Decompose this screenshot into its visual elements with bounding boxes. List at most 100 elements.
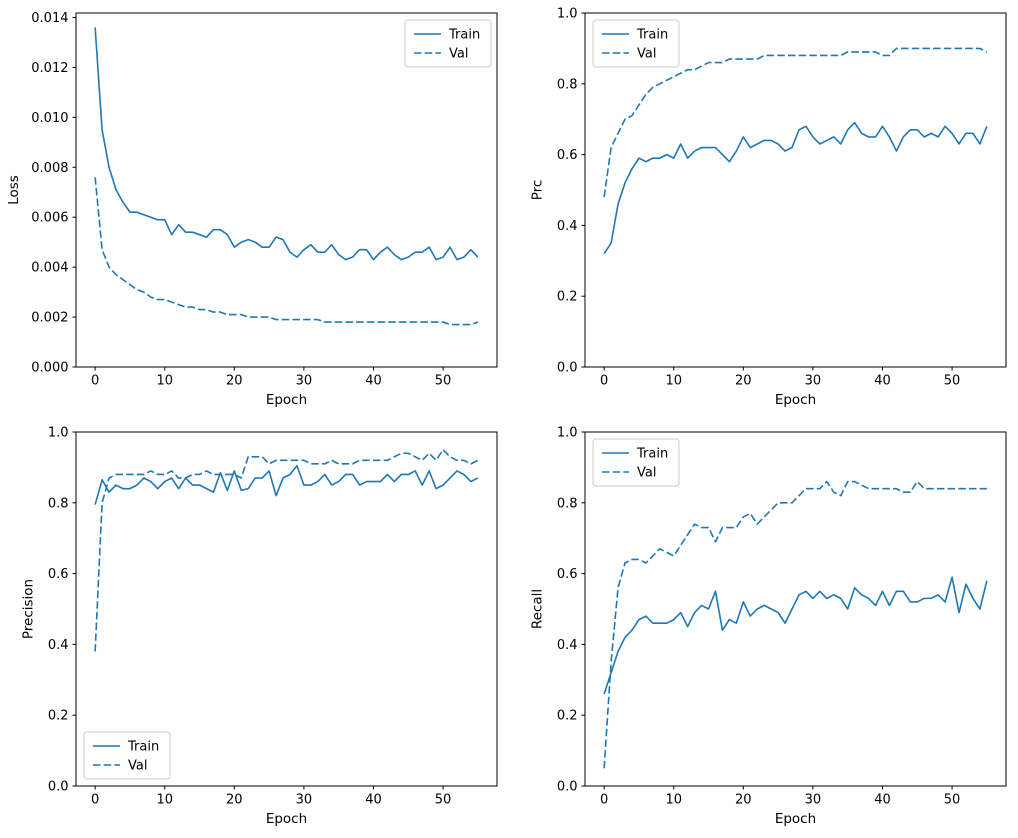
- legend-box: [83, 731, 171, 780]
- x-tick-label: 50: [944, 793, 961, 808]
- legend: Train Val: [592, 19, 680, 68]
- x-tick-label: 30: [296, 374, 313, 389]
- y-axis-ticks: 0.0 0.2 0.4 0.6 0.8 1.0: [48, 426, 76, 795]
- x-axis-label: Epoch: [775, 392, 816, 408]
- x-tick-label: 0: [600, 793, 608, 808]
- plot-area: [603, 47, 988, 255]
- y-tick-label: 0.006: [31, 211, 68, 226]
- y-tick-label: 0.0: [557, 361, 578, 376]
- x-tick-label: 50: [435, 374, 452, 389]
- y-axis-ticks: 0.0 0.2 0.4 0.6 0.8 1.0: [557, 7, 585, 376]
- legend-train-label: Train: [636, 447, 668, 462]
- y-tick-label: 0.0: [557, 780, 578, 795]
- legend-train-label: Train: [127, 740, 159, 755]
- x-tick-label: 20: [735, 793, 752, 808]
- x-axis-label: Epoch: [775, 811, 816, 827]
- y-tick-label: 1.0: [557, 426, 578, 441]
- x-tick-label: 20: [226, 793, 243, 808]
- y-tick-label: 0.6: [557, 567, 578, 582]
- legend-box: [592, 19, 680, 68]
- val-line: [603, 47, 988, 198]
- legend-train-label: Train: [636, 28, 668, 43]
- chart-prc: 0 10 20 30 40 50 0.0 0.2 0.4 0.6 0.8 1.0 Epoch Prc Tra…: [509, 0, 1018, 419]
- x-tick-label: 40: [365, 374, 382, 389]
- axes-box: [584, 12, 1007, 368]
- x-axis-ticks: 0 10 20 30 40 50: [91, 367, 451, 389]
- legend-box: [404, 19, 492, 68]
- plot-area: [603, 480, 988, 769]
- y-tick-label: 0.008: [31, 161, 68, 176]
- y-tick-label: 1.0: [48, 426, 69, 441]
- y-tick-label: 0.2: [557, 709, 578, 724]
- y-axis-label: Prc: [529, 180, 545, 201]
- y-axis-label: Recall: [529, 589, 545, 629]
- x-tick-label: 30: [805, 793, 822, 808]
- x-axis-label: Epoch: [266, 811, 307, 827]
- x-tick-label: 0: [600, 374, 608, 389]
- y-tick-label: 0.010: [31, 111, 68, 126]
- plot-area: [94, 27, 479, 326]
- y-tick-label: 0.8: [557, 496, 578, 511]
- x-axis-label: Epoch: [266, 392, 307, 408]
- plot-area: [94, 448, 479, 652]
- x-tick-label: 50: [435, 793, 452, 808]
- legend-val-label: Val: [637, 47, 656, 62]
- y-tick-label: 0.8: [557, 77, 578, 92]
- axes-box: [75, 12, 498, 368]
- y-tick-label: 1.0: [557, 7, 578, 22]
- chart-loss: 0 10 20 30 40 50 0.000 0.002 0.004 0.006 0.008 0.01…: [0, 0, 509, 419]
- val-line: [603, 480, 987, 769]
- y-tick-label: 0.000: [31, 361, 68, 376]
- legend: Train Val: [83, 731, 171, 780]
- x-tick-label: 30: [296, 793, 313, 808]
- y-tick-label: 0.014: [31, 11, 68, 26]
- x-axis-ticks: 0 10 20 30 40 50: [600, 786, 960, 808]
- chart-recall: 0 10 20 30 40 50 0.0 0.2 0.4 0.6 0.8 1.0 Epoch Recall…: [509, 419, 1018, 838]
- train-line: [94, 27, 479, 261]
- legend-val-label: Val: [449, 47, 468, 62]
- x-tick-label: 0: [91, 793, 99, 808]
- x-axis-ticks: 0 10 20 30 40 50: [91, 786, 451, 808]
- x-tick-label: 30: [805, 374, 822, 389]
- x-tick-label: 10: [156, 374, 173, 389]
- y-tick-label: 0.0: [48, 780, 69, 795]
- y-tick-label: 0.6: [557, 148, 578, 163]
- y-tick-label: 0.2: [48, 709, 69, 724]
- x-tick-label: 40: [874, 374, 891, 389]
- legend: Train Val: [592, 438, 680, 487]
- x-axis-ticks: 0 10 20 30 40 50: [600, 367, 960, 389]
- y-tick-label: 0.2: [557, 290, 578, 305]
- train-line: [603, 121, 988, 255]
- train-line: [603, 576, 988, 695]
- y-tick-label: 0.4: [557, 638, 578, 653]
- y-tick-label: 0.002: [31, 311, 68, 326]
- legend-train-label: Train: [448, 28, 480, 43]
- x-tick-label: 20: [226, 374, 243, 389]
- train-line: [94, 464, 479, 505]
- x-tick-label: 10: [156, 793, 173, 808]
- axes-box: [584, 431, 1007, 787]
- legend-val-label: Val: [128, 759, 147, 774]
- chart-precision: 0 10 20 30 40 50 0.0 0.2 0.4 0.6 0.8 1.0 Epoch Precis…: [0, 419, 509, 838]
- legend-box: [592, 438, 680, 487]
- y-tick-label: 0.004: [31, 261, 68, 276]
- y-axis-label: Loss: [6, 175, 22, 205]
- x-tick-label: 50: [944, 374, 961, 389]
- y-tick-label: 0.4: [48, 638, 69, 653]
- x-tick-label: 40: [874, 793, 891, 808]
- legend-val-label: Val: [637, 466, 656, 481]
- y-tick-label: 0.4: [557, 219, 578, 234]
- x-tick-label: 20: [735, 374, 752, 389]
- y-axis-ticks: 0.0 0.2 0.4 0.6 0.8 1.0: [557, 426, 585, 795]
- y-tick-label: 0.6: [48, 567, 69, 582]
- x-tick-label: 10: [665, 374, 682, 389]
- y-axis-ticks: 0.000 0.002 0.004 0.006 0.008 0.010 0.012 0.014: [31, 11, 76, 376]
- y-tick-label: 0.012: [31, 61, 68, 76]
- val-line: [94, 448, 479, 652]
- x-tick-label: 10: [665, 793, 682, 808]
- y-tick-label: 0.8: [48, 496, 69, 511]
- x-tick-label: 40: [365, 793, 382, 808]
- x-tick-label: 0: [91, 374, 99, 389]
- y-axis-label: Precision: [20, 579, 36, 639]
